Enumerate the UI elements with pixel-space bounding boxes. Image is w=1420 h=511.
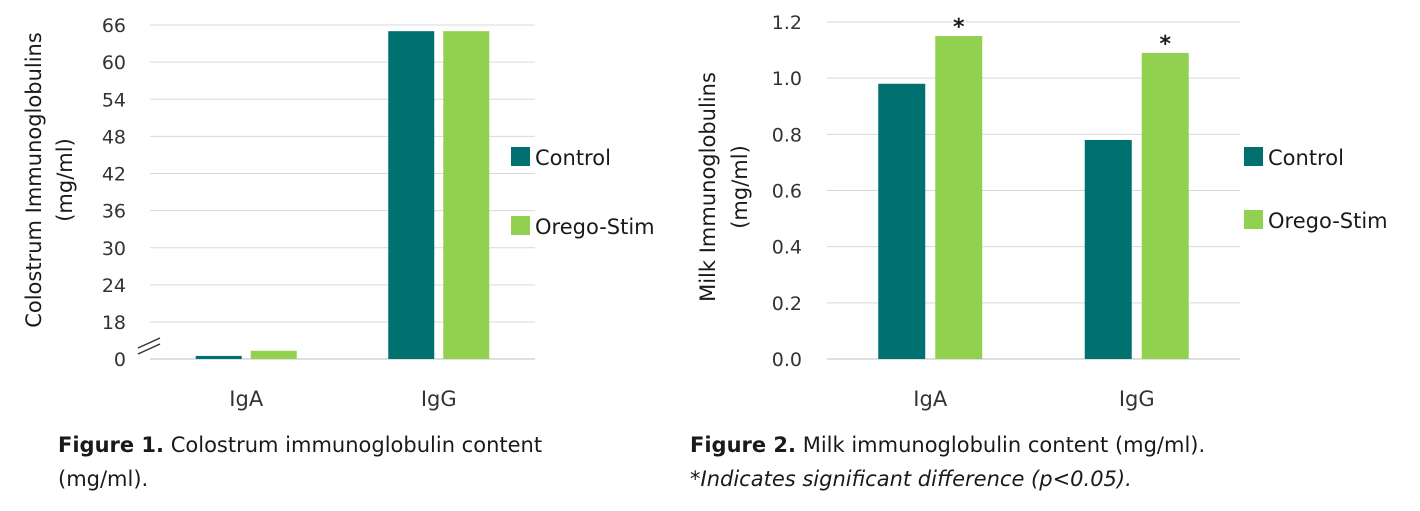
y-tick-label: 0.4 bbox=[772, 237, 802, 259]
x-tick-label: IgA bbox=[913, 387, 948, 411]
y-axis-label-units: (mg/ml) bbox=[53, 138, 77, 222]
y-axis-label-units: (mg/ml) bbox=[728, 145, 752, 229]
y-tick-label: 1.0 bbox=[772, 68, 802, 90]
legend-label: Control bbox=[1268, 146, 1344, 170]
milk-chart: 0.0 0.2 0.4 0.6 0.8 1.0 1.2 * IgA * IgG Milk Immuno… bbox=[696, 12, 1388, 411]
legend-swatch bbox=[511, 147, 530, 166]
figure-1-caption-label: Figure 1. bbox=[58, 433, 165, 457]
y-tick-label: 48 bbox=[102, 126, 126, 148]
y-tick-label: 0.6 bbox=[772, 181, 802, 203]
y-axis-label: Milk Immunoglobulins bbox=[696, 72, 720, 302]
legend-label: Control bbox=[535, 146, 611, 170]
y-tick-label: 1.2 bbox=[772, 12, 802, 34]
y-tick-label: 30 bbox=[102, 238, 126, 260]
figure-2-caption: Figure 2. Milk immunoglobulin content (m… bbox=[690, 428, 1390, 496]
y-tick-label: 24 bbox=[102, 275, 126, 297]
y-axis-label: Colostrum Immunoglobulins bbox=[22, 32, 46, 328]
bar-orego-stim-igg bbox=[1141, 52, 1189, 360]
x-tick-label: IgG bbox=[1119, 387, 1155, 411]
legend-swatch bbox=[1244, 210, 1263, 229]
bar-control-iga bbox=[195, 355, 242, 359]
axis-break-mark bbox=[137, 337, 161, 349]
figure-2-caption-note: *Indicates significant difference (p<0.0… bbox=[690, 467, 1132, 491]
x-tick-label: IgA bbox=[229, 387, 264, 411]
bar-orego-stim-iga bbox=[250, 350, 297, 359]
legend-swatch bbox=[511, 216, 530, 235]
figure-1-caption: Figure 1. Colostrum immunoglobulin conte… bbox=[58, 428, 618, 496]
figure-2-caption-label: Figure 2. bbox=[690, 433, 797, 457]
figure-2-caption-text: Milk immunoglobulin content (mg/ml). bbox=[802, 433, 1206, 457]
bar-orego-stim-igg bbox=[443, 31, 490, 359]
x-tick-label: IgG bbox=[421, 387, 457, 411]
bar-control-iga bbox=[878, 83, 926, 360]
axis-break-mark bbox=[137, 343, 161, 355]
y-tick-label: 0 bbox=[114, 349, 126, 371]
significance-marker: * bbox=[953, 15, 965, 40]
y-tick-label: 60 bbox=[102, 52, 126, 74]
bar-orego-stim-iga bbox=[935, 36, 983, 360]
y-tick-label: 42 bbox=[102, 164, 126, 186]
bar-control-igg bbox=[1084, 139, 1132, 359]
legend-label: Orego-Stim bbox=[535, 215, 655, 239]
y-tick-label: 0.8 bbox=[772, 124, 802, 146]
significance-marker: * bbox=[1159, 32, 1171, 57]
y-tick-label: 66 bbox=[102, 15, 126, 37]
bar-control-igg bbox=[388, 31, 435, 359]
y-tick-label: 54 bbox=[102, 89, 126, 111]
y-tick-label: 18 bbox=[102, 312, 126, 334]
y-tick-label: 36 bbox=[102, 201, 126, 223]
y-tick-label: 0.2 bbox=[772, 293, 802, 315]
figure-1-caption-text: Colostrum immunoglobulin content (mg/ml)… bbox=[58, 433, 543, 491]
colostrum-chart: 0 18 24 30 36 42 48 54 60 66 IgA IgG Colostrum Immun… bbox=[22, 15, 655, 411]
legend-swatch bbox=[1244, 147, 1263, 166]
legend-label: Orego-Stim bbox=[1268, 209, 1388, 233]
y-tick-label: 0.0 bbox=[772, 349, 802, 371]
